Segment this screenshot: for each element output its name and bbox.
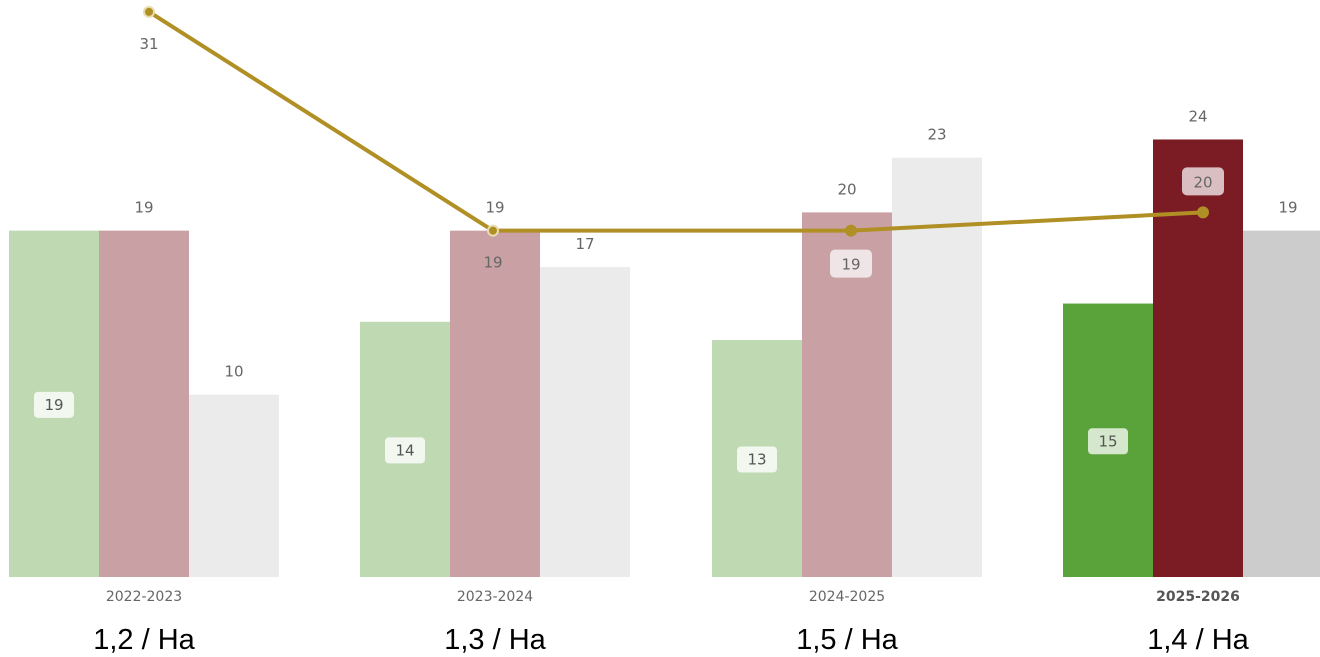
x-tick-label: 2022-2023	[106, 589, 182, 605]
value-label-2022-2023-s2: 19	[134, 199, 153, 217]
value-label-2024-2025-s3: 23	[927, 126, 946, 144]
value-label-2024-2025-s2: 20	[837, 180, 856, 198]
density-label: 1,4 / Ha	[1147, 624, 1249, 656]
line-series	[147, 9, 1205, 233]
value-label-bg	[737, 446, 777, 473]
line-value-label-2022-2023: 31	[139, 35, 158, 53]
bar-2022-2023-s3	[189, 394, 279, 577]
line-point-2024-2025	[845, 224, 857, 237]
density-label: 1,3 / Ha	[444, 624, 546, 656]
value-label-2025-2026-s2: 24	[1188, 107, 1207, 125]
bar-2023-2024-s2	[450, 230, 540, 577]
line-layer	[143, 5, 1209, 237]
value-label-2023-2024-s2: 19	[485, 199, 504, 217]
x-tick-label: 2024-2025	[809, 589, 885, 605]
line-value-label-bg	[830, 249, 872, 278]
line-value-label-2024-2025: 19	[841, 256, 860, 274]
line-point-2025-2026	[1197, 206, 1209, 219]
value-label-2022-2023-s3: 10	[224, 363, 243, 381]
value-label-2022-2023-s1: 19	[44, 396, 63, 414]
line-value-label-2023-2024: 19	[483, 254, 502, 272]
line-value-label-bg	[1182, 167, 1224, 196]
value-label-2024-2025-s1: 13	[747, 451, 766, 469]
value-label-bg	[385, 437, 425, 464]
density-label: 1,2 / Ha	[93, 624, 195, 656]
x-tick-label: 2023-2024	[457, 589, 533, 605]
bar-2024-2025-s3	[892, 157, 982, 577]
value-label-bg	[34, 391, 74, 418]
density-label: 1,5 / Ha	[796, 624, 898, 656]
bar-2022-2023-s2	[99, 230, 189, 577]
value-label-bg	[1088, 428, 1128, 455]
bar-2025-2026-s2	[1153, 139, 1243, 578]
value-label-2023-2024-s3: 17	[575, 235, 594, 253]
line-point-2023-2024	[487, 224, 499, 237]
bar-2025-2026-s3	[1243, 230, 1320, 577]
line-value-label-2025-2026: 20	[1193, 173, 1212, 191]
value-label-2023-2024-s1: 14	[395, 441, 414, 459]
x-tick-label: 2025-2026	[1156, 589, 1240, 605]
bars-layer	[9, 139, 1320, 578]
line-point-2022-2023	[143, 5, 155, 18]
labels-layer: 19 19 10 2022-2023 1,2 / Ha 14 19 17 2023-2024 1,…	[34, 35, 1298, 656]
value-label-2025-2026-s3: 19	[1278, 199, 1297, 217]
bar-2023-2024-s3	[540, 267, 630, 577]
value-label-2025-2026-s1: 15	[1098, 432, 1117, 450]
